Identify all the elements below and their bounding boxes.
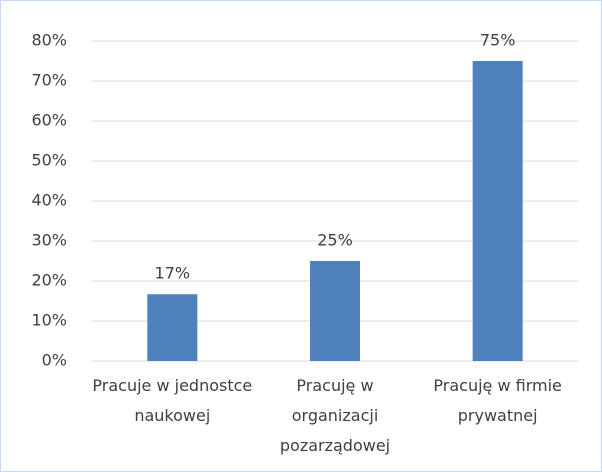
y-tick-label: 10% xyxy=(31,311,67,330)
y-tick-label: 60% xyxy=(31,111,67,130)
y-tick-label: 50% xyxy=(31,151,67,170)
data-label: 25% xyxy=(317,231,353,250)
y-tick-label: 40% xyxy=(31,191,67,210)
data-label: 75% xyxy=(480,31,516,50)
y-tick-label: 0% xyxy=(42,351,67,370)
y-tick-label: 30% xyxy=(31,231,67,250)
y-tick-label: 70% xyxy=(31,71,67,90)
data-label: 17% xyxy=(155,264,191,283)
x-tick-label: Pracuje w jednostce naukowej xyxy=(92,376,253,425)
y-tick-label: 80% xyxy=(31,31,67,50)
bar xyxy=(147,294,198,361)
bar xyxy=(310,261,360,361)
y-tick-label: 20% xyxy=(31,271,67,290)
x-tick-label: Pracuję w organizacji pozarządowej xyxy=(279,376,391,455)
x-tick-label: Pracuję w firmie prywatnej xyxy=(433,376,562,425)
bar xyxy=(472,61,523,361)
